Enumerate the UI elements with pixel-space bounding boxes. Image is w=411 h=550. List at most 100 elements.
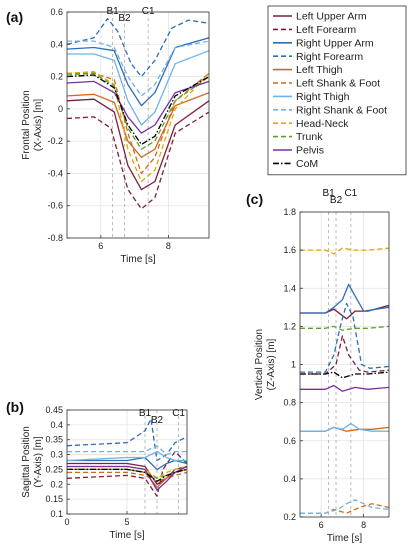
legend-entry-left-shank-foot: Left Shank & Foot — [296, 78, 380, 90]
series-line-right-upper-arm — [300, 283, 389, 314]
y-axis-label-line: Frontal Position — [21, 90, 32, 159]
event-label-b1: B1 — [139, 408, 152, 419]
y-axis-label-line: (Y-Axis) [m] — [33, 436, 44, 488]
y-axis-label-line: (X-Axis) [m] — [33, 99, 44, 151]
y-axis-label: Sagittal Position(Y-Axis) [m] — [21, 426, 44, 498]
x-tick-label: 0 — [64, 517, 69, 527]
y-tick-label: -0.6 — [47, 201, 63, 211]
event-label-b1: B1 — [107, 6, 120, 17]
y-axis-label-line: (Z-Axis) [m] — [266, 338, 277, 390]
series-line-head-neck — [300, 247, 389, 255]
y-tick-label: -0.2 — [47, 136, 63, 146]
legend-entry-left-thigh: Left Thigh — [296, 64, 343, 76]
series-line-com — [67, 74, 209, 146]
y-axis-label: Vertical Position(Z-Axis) [m] — [254, 329, 277, 400]
event-label-b1: B1 — [322, 188, 335, 199]
series-line-trunk — [300, 325, 389, 331]
series-line-right-forearm — [67, 418, 187, 462]
y-tick-label: 0.15 — [45, 494, 63, 504]
legend-box — [267, 5, 407, 176]
series-group — [67, 418, 187, 497]
series-line-pelvis — [67, 465, 187, 491]
y-tick-label: 0.2 — [283, 512, 296, 522]
series-line-right-shank-foot — [67, 445, 187, 456]
y-tick-label: 0.6 — [50, 7, 63, 17]
event-label-c1: C1 — [142, 6, 155, 17]
legend-entry-left-forearm: Left Forearm — [296, 24, 356, 36]
y-tick-label: 1.2 — [283, 321, 296, 331]
x-axis-label: Time [s] — [327, 533, 362, 544]
series-line-trunk — [67, 72, 209, 150]
event-label-c1: C1 — [172, 408, 185, 419]
series-line-right-thigh — [300, 422, 389, 432]
panel-label: (c) — [246, 191, 263, 207]
legend-entry-com: CoM — [296, 158, 318, 170]
y-tick-label: 0.45 — [45, 405, 63, 415]
y-tick-label: 0.4 — [50, 39, 63, 49]
y-tick-label: 0.3 — [50, 450, 63, 460]
y-tick-label: 0 — [58, 104, 63, 114]
legend-entry-right-forearm: Right Forearm — [296, 51, 363, 63]
event-label-c1: C1 — [344, 188, 357, 199]
legend-entry-trunk: Trunk — [296, 131, 323, 143]
event-label-b2: B2 — [330, 195, 343, 206]
y-tick-label: 1.6 — [283, 245, 296, 255]
x-tick-label: 6 — [319, 520, 324, 530]
series-line-right-thigh — [67, 50, 209, 126]
y-tick-label: 0.35 — [45, 435, 63, 445]
y-tick-label: -0.8 — [47, 233, 63, 243]
series-line-right-forearm — [67, 17, 209, 78]
series-line-right-forearm — [300, 302, 389, 373]
panel-label: (a) — [6, 9, 23, 25]
panel-label: (b) — [6, 399, 24, 415]
series-line-left-forearm — [67, 111, 209, 210]
legend-entry-right-upper-arm: Right Upper Arm — [296, 37, 374, 49]
y-tick-label: 0.4 — [283, 474, 296, 484]
y-axis-label-line: Vertical Position — [254, 329, 265, 400]
y-axis-label: Frontal Position(X-Axis) [m] — [21, 90, 44, 159]
series-group — [300, 247, 389, 514]
event-label-b2: B2 — [118, 13, 131, 24]
series-line-left-shank-foot — [67, 72, 209, 175]
x-tick-label: 6 — [98, 241, 103, 251]
legend-entry-head-neck: Head-Neck — [296, 118, 349, 130]
series-line-right-shank-foot — [300, 499, 389, 514]
series-line-left-upper-arm — [67, 98, 209, 191]
y-tick-label: 1 — [291, 360, 296, 370]
y-tick-label: 1.4 — [283, 283, 296, 293]
x-axis-label: Time [s] — [109, 530, 144, 541]
y-tick-label: 1.8 — [283, 207, 296, 217]
series-line-right-thigh — [67, 450, 187, 462]
series-line-left-forearm — [300, 335, 389, 375]
y-tick-label: -0.4 — [47, 168, 63, 178]
series-line-pelvis — [67, 80, 209, 134]
y-tick-label: 0.25 — [45, 464, 63, 474]
y-tick-label: 0.1 — [50, 509, 63, 519]
legend-entry-right-shank-foot: Right Shank & Foot — [296, 104, 387, 116]
y-tick-label: 0.4 — [50, 420, 63, 430]
legend-entry-pelvis: Pelvis — [296, 145, 324, 157]
legend-entry-left-upper-arm: Left Upper Arm — [296, 11, 367, 23]
y-tick-label: 0.6 — [283, 436, 296, 446]
series-line-com — [300, 371, 389, 379]
x-tick-label: 8 — [361, 520, 366, 530]
x-tick-label: 5 — [124, 517, 129, 527]
y-axis-label-line: Sagittal Position — [21, 426, 32, 498]
event-label-b2: B2 — [151, 415, 164, 426]
x-axis-label: Time [s] — [120, 254, 155, 265]
x-tick-label: 8 — [166, 241, 171, 251]
y-tick-label: 0.2 — [50, 72, 63, 82]
y-tick-label: 0.2 — [50, 479, 63, 489]
axes-frame — [66, 11, 210, 239]
series-line-pelvis — [300, 384, 389, 392]
series-line-right-shank-foot — [67, 40, 209, 97]
series-line-com — [67, 468, 187, 482]
legend-entry-right-thigh: Right Thigh — [296, 91, 350, 103]
y-tick-label: 0.8 — [283, 398, 296, 408]
series-line-left-thigh — [67, 92, 209, 158]
series-group — [67, 17, 209, 210]
